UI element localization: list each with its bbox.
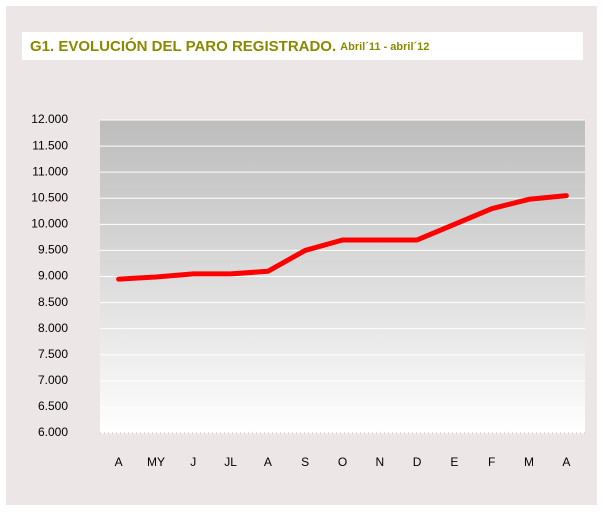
y-tick-label: 11.500 — [32, 138, 68, 152]
x-tick-label: E — [450, 455, 458, 469]
y-tick-label: 9.500 — [38, 243, 68, 257]
x-tick-label: A — [115, 455, 123, 469]
x-tick-label: S — [301, 455, 309, 469]
title-box — [22, 32, 583, 60]
x-tick-label: N — [375, 455, 384, 469]
x-tick-label: D — [413, 455, 422, 469]
y-tick-label: 6.500 — [38, 399, 68, 413]
x-tick-label: JL — [224, 455, 237, 469]
y-tick-label: 7.000 — [38, 373, 68, 387]
x-tick-label: O — [338, 455, 347, 469]
x-tick-label: F — [488, 455, 495, 469]
y-tick-label: 10.500 — [31, 190, 68, 204]
y-tick-label: 9.000 — [38, 269, 68, 283]
data-line — [116, 193, 569, 282]
x-tick-label: MY — [147, 455, 165, 469]
y-tick-label: 7.500 — [38, 347, 68, 361]
title: G1. EVOLUCIÓN DEL PARO REGISTRADO. — [30, 37, 336, 55]
y-tick-label: 12.000 — [31, 112, 68, 126]
y-tick-label: 8.500 — [38, 295, 68, 309]
chart-title: G1. EVOLUCIÓN DEL PARO REGISTRADO. Abril´… — [30, 37, 429, 55]
y-tick-label: 6.000 — [38, 425, 68, 439]
y-tick-label: 10.000 — [31, 217, 68, 231]
x-tick-label: J — [190, 455, 196, 469]
x-tick-label: A — [562, 455, 570, 469]
x-tick-label: A — [264, 455, 272, 469]
x-tick-label: M — [524, 455, 534, 469]
y-tick-label: 11.000 — [32, 164, 68, 178]
y-tick-label: 8.000 — [38, 321, 68, 335]
subtitle: Abril´11 - abril´12 — [340, 41, 429, 53]
